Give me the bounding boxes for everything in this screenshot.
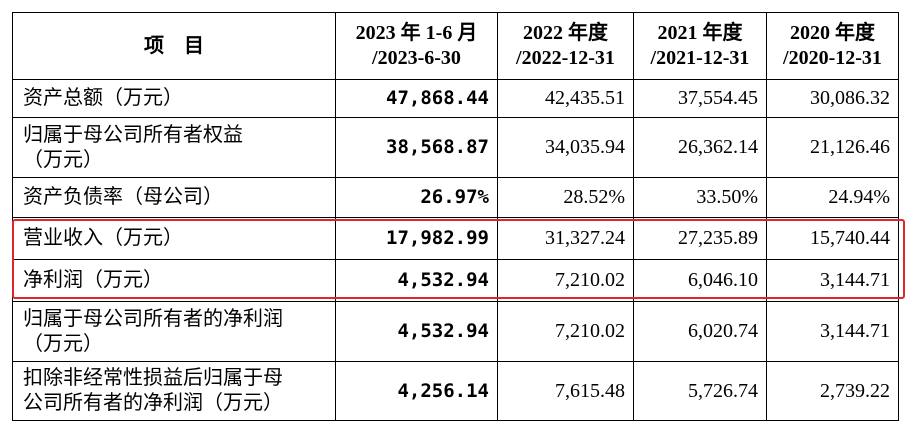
header-row: 项 目 2023 年 1-6 月/2023-6-30 2022 年度/2022-12… [12,12,899,80]
header-text: 2021 年度 [657,22,743,44]
header-cell: 项 目 [12,12,336,80]
label-text: 扣除非经常性损益后归属于母 [23,367,283,389]
header-text: /2021-12-31 [650,47,750,69]
value-cell: 21,126.46 [766,117,899,178]
table-row: 资产负债率（母公司） 26.97% 28.52% 33.50% 24.94% [12,177,899,218]
header-text: /2023-6-30 [372,47,461,69]
value-cell: 4,256.14 [335,361,498,421]
row-label: 归属于母公司所有者的净利润 （万元） [12,301,336,362]
header-text: 2020 年度 [790,22,875,44]
label-text: 归属于母公司所有者的净利润 [23,307,283,330]
financial-table: 项 目 2023 年 1-6 月/2023-6-30 2022 年度/2022-12… [12,12,899,421]
value-cell: 37,554.45 [633,79,767,118]
value-cell: 6,020.74 [633,301,767,362]
header-cell: 2022 年度/2022-12-31 [497,12,634,80]
header-text: /2020-12-31 [783,47,882,69]
value-cell: 4,532.94 [335,301,498,362]
value-cell: 33.50% [633,177,767,218]
value-cell: 30,086.32 [766,79,899,118]
label-text: 公司所有者的净利润（万元） [23,392,283,414]
value-cell: 34,035.94 [497,117,634,178]
row-label: 归属于母公司所有者权益 （万元） [12,117,336,178]
table-row: 净利润（万元） 4,532.94 7,210.02 6,046.10 3,144.71 [12,259,899,302]
value-cell: 31,327.24 [497,217,634,260]
header-cell: 2021 年度/2021-12-31 [633,12,767,80]
header-text: /2022-12-31 [516,47,615,69]
value-cell: 7,210.02 [497,259,634,302]
table-row: 资产总额（万元） 47,868.44 42,435.51 37,554.45 30,08… [12,79,899,118]
value-cell: 27,235.89 [633,217,767,260]
label-text: 资产总额（万元） [23,87,183,109]
table-row: 归属于母公司所有者的净利润 （万元） 4,532.94 7,210.02 6,020.7… [12,301,899,362]
header-cell: 2023 年 1-6 月/2023-6-30 [335,12,498,80]
value-cell: 26.97% [335,177,498,218]
row-label: 净利润（万元） [12,259,336,302]
value-cell: 28.52% [497,177,634,218]
header-cell: 2020 年度/2020-12-31 [766,12,899,80]
label-text: （万元） [23,148,103,171]
label-text: （万元） [23,332,103,355]
value-cell: 6,046.10 [633,259,767,302]
value-cell: 4,532.94 [335,259,498,302]
value-cell: 3,144.71 [766,301,899,362]
value-cell: 38,568.87 [335,117,498,178]
row-label: 营业收入（万元） [12,217,336,260]
value-cell: 3,144.71 [766,259,899,302]
value-cell: 7,615.48 [497,361,634,421]
value-cell: 17,982.99 [335,217,498,260]
label-text: 归属于母公司所有者权益 [23,123,243,146]
value-cell: 5,726.74 [633,361,767,421]
value-cell: 42,435.51 [497,79,634,118]
table-body: 资产总额（万元） 47,868.44 42,435.51 37,554.45 30,08… [12,79,899,421]
value-cell: 7,210.02 [497,301,634,362]
label-text: 净利润（万元） [23,269,163,291]
value-cell: 15,740.44 [766,217,899,260]
row-label: 资产总额（万元） [12,79,336,118]
header-text: 项 目 [144,34,204,57]
value-cell: 24.94% [766,177,899,218]
row-label: 扣除非经常性损益后归属于母 公司所有者的净利润（万元） [12,361,336,421]
table-row: 扣除非经常性损益后归属于母 公司所有者的净利润（万元） 4,256.14 7,615.… [12,361,899,421]
row-label: 资产负债率（母公司） [12,177,336,218]
value-cell: 2,739.22 [766,361,899,421]
value-cell: 47,868.44 [335,79,498,118]
label-text: 资产负债率（母公司） [23,186,223,208]
header-text: 2022 年度 [523,22,608,44]
label-text: 营业收入（万元） [23,227,183,249]
header-text: 2023 年 1-6 月 [355,22,478,44]
table-row: 营业收入（万元） 17,982.99 31,327.24 27,235.89 15,74… [12,217,899,260]
value-cell: 26,362.14 [633,117,767,178]
table-row: 归属于母公司所有者权益 （万元） 38,568.87 34,035.94 26,362.… [12,117,899,178]
